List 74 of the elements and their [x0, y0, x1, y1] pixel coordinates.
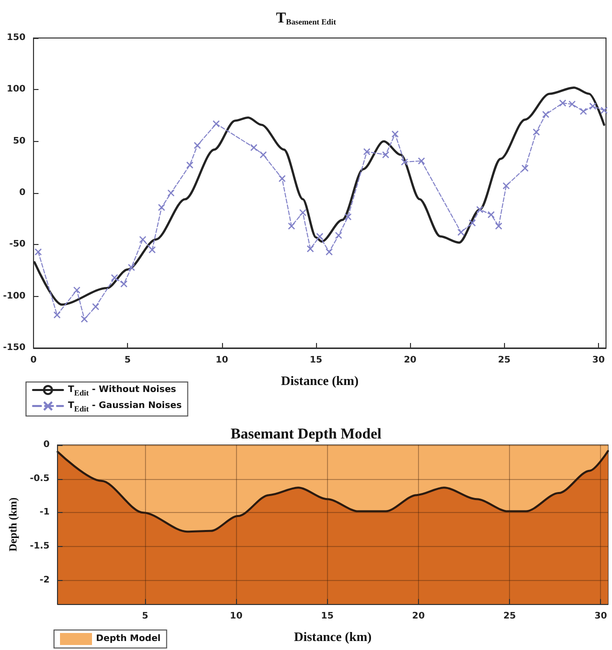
- point: [306, 245, 314, 252]
- point: [476, 206, 484, 214]
- point: [363, 148, 370, 156]
- point: [139, 236, 146, 244]
- y-tick-label: -150: [2, 343, 26, 353]
- point: [468, 219, 476, 227]
- point: [600, 106, 608, 114]
- point: [382, 151, 390, 158]
- y-axis-title: Depth (km): [8, 497, 20, 552]
- legend-label: Depth Model: [96, 634, 161, 644]
- y-tick-label: 0: [43, 440, 50, 450]
- point: [334, 232, 342, 239]
- x-tick-label: 15: [321, 612, 334, 622]
- y-tick-label: -100: [2, 291, 26, 302]
- x-tick-label: 5: [124, 356, 131, 366]
- point: [212, 120, 220, 128]
- x-tick-label: 10: [230, 612, 242, 622]
- point: [589, 102, 596, 110]
- y-tick-label: 100: [6, 84, 26, 95]
- x-tick-label: 25: [498, 356, 511, 366]
- point: [167, 189, 175, 197]
- chart-title: TBasement Edit: [276, 10, 336, 26]
- point: [418, 157, 426, 165]
- y-tick-label: 50: [12, 136, 26, 146]
- point: [158, 204, 166, 212]
- x-tick-label: 30: [594, 612, 607, 622]
- x-tick-label: 30: [592, 356, 605, 366]
- chart-title: Basemant Depth Model: [230, 426, 382, 442]
- point: [532, 128, 540, 136]
- point: [250, 144, 258, 152]
- y-tick-label: -50: [9, 240, 26, 250]
- point: [344, 213, 352, 220]
- point: [260, 151, 267, 158]
- point: [391, 130, 399, 138]
- x-tick-label: 10: [216, 356, 228, 366]
- y-tick-label: -0.5: [30, 474, 50, 484]
- point: [521, 164, 529, 172]
- y-tick-label: -1: [40, 508, 50, 518]
- x-tick-label: 20: [404, 356, 416, 366]
- point: [53, 311, 61, 319]
- point: [288, 222, 296, 230]
- point: [580, 108, 587, 115]
- point: [110, 274, 118, 282]
- point: [73, 286, 80, 294]
- point: [559, 100, 566, 107]
- y-tick-label: 150: [6, 33, 26, 43]
- y-tick-label: 0: [19, 188, 26, 198]
- x-axis-title: Distance (km): [294, 629, 372, 644]
- y-tick-label: -2: [40, 575, 50, 586]
- x-tick-label: 5: [142, 612, 148, 622]
- point: [542, 110, 550, 118]
- point: [316, 232, 324, 240]
- point: [568, 100, 576, 108]
- point: [326, 248, 333, 256]
- x-axis-title: Distance (km): [280, 373, 359, 388]
- x-tick-label: 25: [503, 612, 516, 622]
- x-tick-label: 20: [412, 612, 425, 622]
- point: [299, 209, 306, 216]
- point: [120, 280, 128, 288]
- point: [186, 162, 194, 169]
- point: [92, 303, 100, 310]
- point: [194, 142, 201, 150]
- point: [400, 158, 408, 166]
- point: [495, 222, 502, 230]
- point: [148, 246, 156, 254]
- y-tick-label: -1.5: [30, 541, 50, 552]
- point: [278, 174, 286, 182]
- point: [80, 315, 88, 323]
- point: [34, 248, 42, 256]
- x-tick-label: 15: [310, 356, 322, 366]
- point: [502, 182, 510, 190]
- point: [128, 264, 136, 271]
- point: [457, 228, 465, 236]
- point: [488, 211, 495, 218]
